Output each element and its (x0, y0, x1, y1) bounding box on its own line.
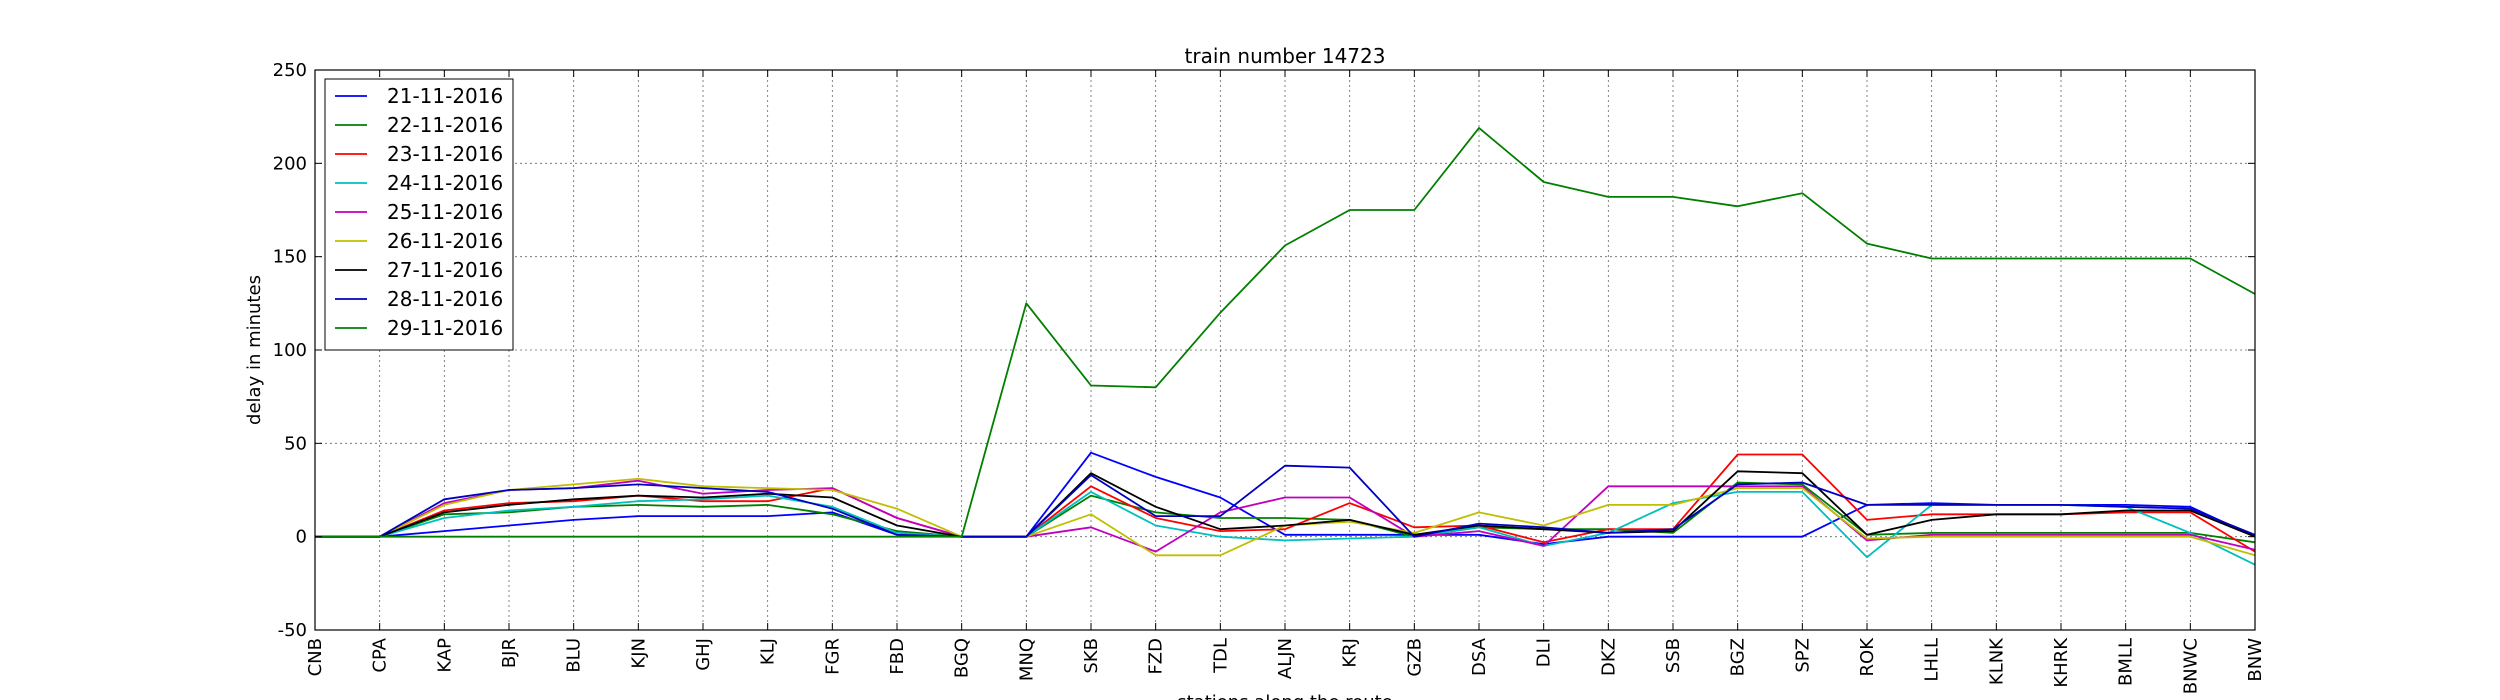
x-tick-label: SKB (1081, 638, 1102, 674)
y-tick-label: 150 (273, 247, 307, 268)
legend-label: 23-11-2016 (387, 142, 503, 166)
chart-title: train number 14723 (1185, 44, 1386, 68)
legend-label: 25-11-2016 (387, 200, 503, 224)
x-tick-label: BNWC (2180, 638, 2201, 694)
x-tick-label: ALJN (1275, 638, 1296, 679)
series-line (315, 479, 2256, 553)
x-tick-label: CPA (370, 637, 391, 672)
x-tick-label: DKZ (1598, 638, 1619, 676)
x-tick-label: SSB (1663, 638, 1684, 673)
x-tick-label: TDL (1210, 638, 1231, 674)
legend-label: 26-11-2016 (387, 229, 503, 253)
y-tick-label: 250 (273, 60, 307, 81)
x-tick-label: LHLL (1922, 638, 1943, 682)
axis-ticks: -50 0 50 100 150 200 250 CNB CPA KAP BJR BLU KJN GHJ K… (273, 60, 2266, 694)
legend-label: 24-11-2016 (387, 171, 503, 195)
x-tick-label: SPZ (1792, 638, 1813, 673)
legend-label: 28-11-2016 (387, 287, 503, 311)
x-tick-label: ROK (1857, 637, 1878, 677)
y-tick-label: 200 (273, 153, 307, 174)
x-tick-label: MNQ (1016, 638, 1037, 681)
y-tick-label: 50 (284, 433, 307, 454)
x-tick-label: BGQ (952, 638, 973, 678)
x-tick-label: BGZ (1728, 638, 1749, 676)
legend-label: 22-11-2016 (387, 113, 503, 137)
series-line (315, 127, 2256, 538)
y-tick-label: -50 (278, 620, 307, 641)
x-tick-label: CNB (305, 638, 326, 676)
x-tick-label: FGR (822, 638, 843, 675)
x-tick-label: KHRK (2051, 637, 2072, 688)
y-tick-label: 0 (296, 527, 307, 548)
x-tick-label: DSA (1469, 637, 1490, 676)
y-axis-label: delay in minutes (244, 275, 265, 425)
x-tick-label: DLI (1534, 638, 1555, 667)
x-tick-label: BMLL (2116, 638, 2137, 686)
x-tick-label: FBD (887, 638, 908, 675)
x-tick-label: KJN (628, 638, 649, 669)
x-tick-label: BNW (2245, 638, 2266, 682)
x-tick-label: GZB (1404, 638, 1425, 677)
grid-lines (314, 69, 2256, 631)
x-tick-label: KAP (434, 638, 455, 673)
series-line (315, 470, 2256, 538)
series-lines (315, 127, 2256, 566)
x-tick-label: KLNK (1986, 637, 2007, 685)
x-tick-label: GHJ (693, 638, 714, 671)
x-axis-label: stations along the route (1177, 692, 1392, 700)
series-line (315, 464, 2256, 538)
series-line (315, 451, 2256, 545)
legend: 21-11-2016 22-11-2016 23-11-2016 24-11-2016… (324, 78, 514, 351)
series-line (315, 481, 2256, 544)
x-tick-label: FZD (1146, 638, 1167, 675)
y-tick-label: 100 (273, 340, 307, 361)
legend-label: 29-11-2016 (387, 316, 503, 340)
legend-label: 21-11-2016 (387, 84, 503, 108)
x-tick-label: BLU (564, 638, 585, 673)
x-tick-label: KRJ (1340, 638, 1361, 668)
x-tick-label: BJR (499, 638, 520, 668)
x-tick-label: KLJ (758, 638, 779, 665)
legend-label: 27-11-2016 (387, 258, 503, 282)
